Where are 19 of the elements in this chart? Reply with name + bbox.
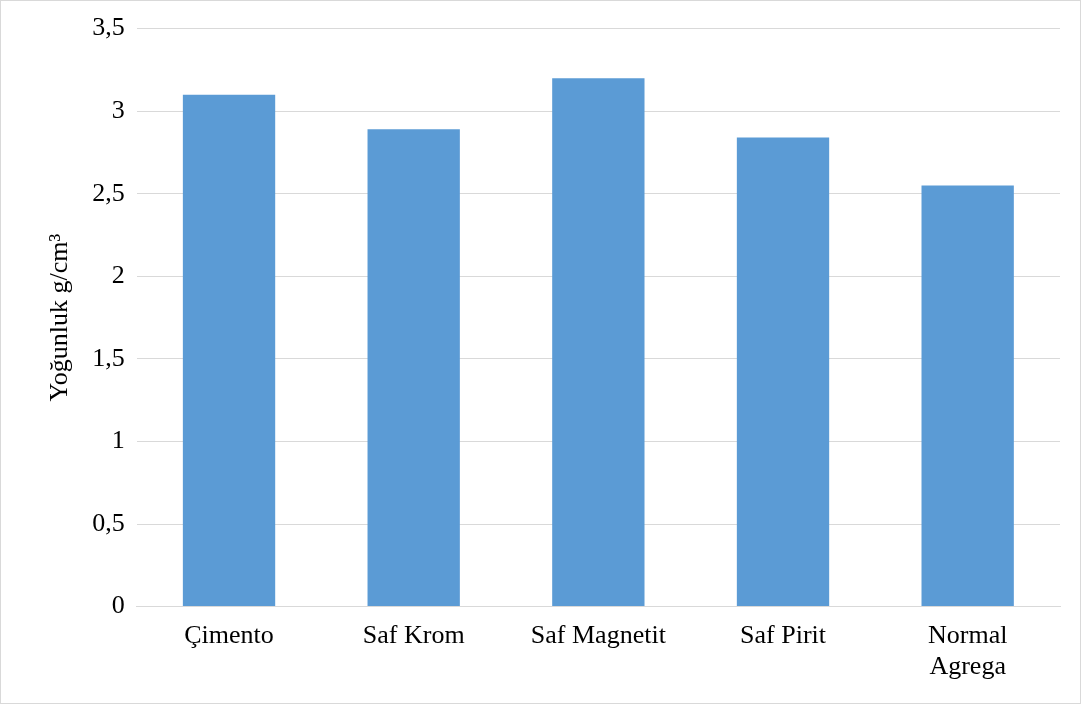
- y-tick-label: 2: [111, 260, 125, 290]
- y-axis-title: Yoğunluk g/cm³: [44, 233, 74, 402]
- bar: [367, 129, 460, 607]
- bar: [182, 94, 276, 607]
- x-tick-label: Normal Agrega: [927, 620, 1008, 681]
- y-tick-label: 0: [111, 590, 125, 620]
- bar: [921, 185, 1014, 607]
- x-tick-label: Saf Krom: [362, 620, 465, 650]
- x-tick-label: Çimento: [184, 620, 274, 650]
- bar: [552, 78, 645, 607]
- y-tick-label: 1: [111, 425, 125, 455]
- x-tick-label: Saf Magnetit: [530, 620, 667, 650]
- y-tick-label: 3,5: [92, 12, 125, 42]
- bar: [736, 137, 830, 607]
- y-tick-label: 1,5: [92, 342, 125, 372]
- y-tick-label: 2,5: [92, 177, 125, 207]
- x-tick-label: Saf Pirit: [740, 620, 827, 650]
- y-tick-label: 0,5: [92, 507, 125, 537]
- y-tick-label: 3: [111, 95, 125, 124]
